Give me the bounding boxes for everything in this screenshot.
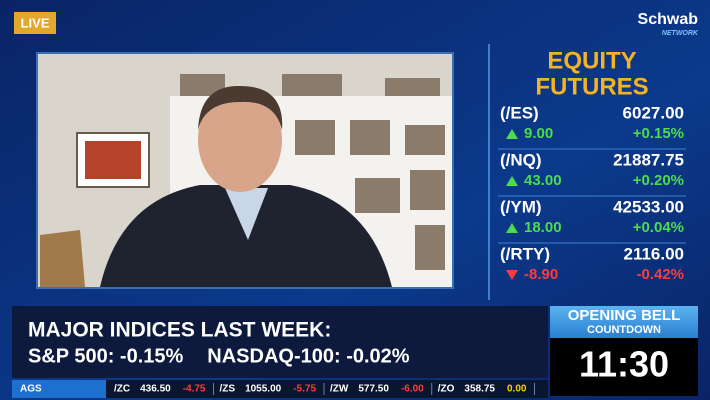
ticker-change: -6.00 (401, 384, 424, 395)
ticker-symbol: /ZS (220, 384, 236, 395)
futures-title: EQUITY (547, 47, 636, 74)
direction-arrow (506, 270, 518, 280)
countdown-subtitle: COUNTDOWN (587, 324, 661, 336)
future-price: 21887.75 (613, 150, 684, 169)
banner-item: S&P 500: -0.15% (28, 345, 183, 367)
ticker-price: 436.50 (140, 384, 171, 395)
ticker-bar (12, 380, 548, 398)
live-badge (14, 12, 56, 34)
countdown-header (550, 306, 698, 338)
ticker-label-bg (12, 380, 106, 398)
future-price: 2116.00 (623, 244, 684, 263)
future-percent: +0.04% (633, 219, 684, 236)
live-label: LIVE (21, 15, 50, 30)
ticker-change: -5.75 (293, 384, 316, 395)
direction-arrow (506, 176, 518, 186)
person-shirt (225, 188, 268, 240)
future-percent: +0.15% (633, 125, 684, 142)
video-feed (36, 52, 454, 289)
future-change: -8.90 (524, 266, 558, 283)
person-head (198, 88, 282, 192)
future-percent: -0.42% (636, 266, 684, 283)
ticker-price: 1055.00 (245, 384, 282, 395)
future-change: 18.00 (524, 219, 562, 236)
person-hair (198, 85, 283, 130)
future-change: 43.00 (524, 172, 562, 189)
shelf-items (180, 74, 445, 270)
future-change: 9.00 (524, 125, 553, 142)
brand-name: Schwab (638, 11, 699, 28)
chair (40, 230, 85, 287)
painting-art (85, 141, 141, 179)
future-symbol: (/NQ) (500, 150, 542, 169)
brand-sub: NETWORK (662, 30, 699, 37)
future-symbol: (/ES) (500, 103, 539, 122)
ticker-price: 358.75 (464, 384, 495, 395)
ticker-symbol: /ZW (330, 384, 349, 395)
ticker-symbol: /ZC (114, 384, 130, 395)
ticker-change: 0.00 (507, 384, 527, 395)
direction-arrow (506, 223, 518, 233)
ticker-price: 577.50 (358, 384, 389, 395)
future-symbol: (/YM) (500, 197, 542, 216)
countdown-time: 11:30 (579, 344, 669, 385)
ticker-change: -4.75 (183, 384, 206, 395)
lower-third (12, 306, 548, 378)
ticker-symbol: /ZO (438, 384, 455, 395)
future-price: 6027.00 (623, 103, 684, 122)
future-symbol: (/RTY) (500, 244, 550, 263)
futures-title: FUTURES (535, 73, 648, 100)
ticker-label: AGS (20, 384, 42, 395)
banner-item: NASDAQ-100: -0.02% (207, 345, 410, 367)
person-suit (100, 185, 392, 287)
direction-arrow (506, 129, 518, 139)
future-price: 42533.00 (613, 197, 684, 216)
countdown-title: OPENING BELL (568, 307, 681, 324)
banner-headline: MAJOR INDICES LAST WEEK: (28, 319, 331, 342)
future-percent: +0.20% (633, 172, 684, 189)
